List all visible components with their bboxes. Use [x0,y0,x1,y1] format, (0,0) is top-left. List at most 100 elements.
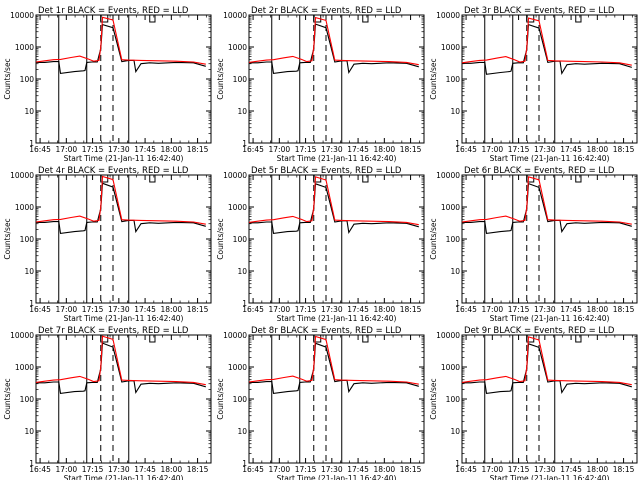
x-tick-label: 18:00 [161,465,183,474]
chart-panel: Det 6r BLACK = Events, RED = LLD 1 10 100 10… [429,166,638,323]
y-tick-label: 10000 [223,11,247,20]
y-axis-label: Counts/sec [3,378,12,419]
y-tick-label: 100 [446,395,461,404]
x-tick-label: 17:30 [321,145,343,154]
lld-series-line [248,335,419,385]
events-series-line [462,343,632,395]
panel-title: Det 2r BLACK = Events, RED = LLD [251,6,402,16]
x-tick-label: 17:00 [482,145,504,154]
y-tick-label: 100 [20,395,35,404]
lld-series-line [461,17,632,66]
chart-panel: Det 7r BLACK = Events, RED = LLD 1 10 100 10… [3,326,212,480]
events-series-line [462,182,632,235]
interval-bracket [149,335,156,343]
panel-title: Det 9r BLACK = Events, RED = LLD [464,326,615,336]
y-tick-label: 100 [446,235,461,244]
x-tick-label: 18:15 [187,305,209,314]
y-tick-label: 100 [233,235,248,244]
plot-frame [248,174,425,304]
events-series-line [249,183,419,235]
interval-bracket [362,175,369,183]
y-tick-label: 10000 [10,331,34,340]
plot-frame [35,14,212,144]
y-tick-label: 10 [237,267,247,276]
y-tick-label: 10 [24,107,34,116]
y-tick-label: 10000 [10,171,34,180]
y-tick-label: 100 [446,75,461,84]
x-axis-label: Start Time (21-Jan-11 16:42:40) [277,154,397,163]
x-axis-label: Start Time (21-Jan-11 16:42:40) [490,474,610,480]
x-axis-label: Start Time (21-Jan-11 16:42:40) [490,154,610,163]
x-tick-label: 17:15 [295,305,317,314]
x-tick-label: 17:00 [56,145,78,154]
y-tick-label: 100 [20,75,35,84]
y-axis-label: Counts/sec [3,218,12,259]
y-tick-label: 1 [242,139,247,148]
plot-frame [35,334,212,464]
y-tick-label: 1000 [441,203,460,212]
y-tick-label: 1 [455,299,460,308]
lld-series-line [248,176,419,226]
panel-title: Det 7r BLACK = Events, RED = LLD [38,326,189,336]
x-tick-label: 17:30 [108,145,130,154]
lld-series-line [248,16,419,66]
interval-bracket [149,175,156,183]
x-tick-label: 17:30 [108,465,130,474]
y-axis-label: Counts/sec [216,218,225,259]
y-axis-label: Counts/sec [429,58,438,99]
x-tick-label: 17:15 [82,145,104,154]
x-axis-label: Start Time (21-Jan-11 16:42:40) [490,314,610,323]
x-tick-label: 17:00 [269,465,291,474]
events-series-line [36,182,206,235]
chart-panel: Det 8r BLACK = Events, RED = LLD 1 10 100 10… [216,326,425,480]
plot-frame [248,334,425,464]
y-tick-label: 1000 [228,43,247,52]
x-tick-label: 17:00 [482,305,504,314]
x-tick-label: 18:00 [374,305,396,314]
events-series-line [249,23,419,75]
x-tick-label: 18:15 [400,305,422,314]
plot-frame [248,14,425,144]
events-series-line [36,342,206,395]
x-tick-label: 17:45 [347,145,369,154]
x-tick-label: 17:00 [56,465,78,474]
panel-title: Det 5r BLACK = Events, RED = LLD [251,166,402,176]
x-tick-label: 17:45 [560,145,582,154]
y-tick-label: 1 [455,139,460,148]
y-tick-label: 1 [29,139,34,148]
x-tick-label: 18:00 [161,145,183,154]
y-tick-label: 10 [24,427,34,436]
x-tick-label: 17:30 [321,465,343,474]
y-tick-label: 10000 [436,11,460,20]
plot-frame [35,174,212,304]
lld-series-line [35,16,206,65]
x-tick-label: 17:45 [560,305,582,314]
interval-bracket [526,15,535,23]
y-tick-label: 10 [24,267,34,276]
y-tick-label: 1 [242,459,247,468]
panel-title: Det 8r BLACK = Events, RED = LLD [251,326,402,336]
y-tick-label: 10000 [223,331,247,340]
interval-bracket [575,175,582,183]
chart-panel: Det 9r BLACK = Events, RED = LLD 1 10 100 10… [429,326,638,480]
x-axis-label: Start Time (21-Jan-11 16:42:40) [64,474,184,480]
interval-bracket [575,15,582,23]
x-tick-label: 17:45 [134,305,156,314]
y-tick-label: 100 [233,75,248,84]
x-tick-label: 17:45 [560,465,582,474]
x-tick-label: 18:15 [400,465,422,474]
x-axis-label: Start Time (21-Jan-11 16:42:40) [277,314,397,323]
lld-series-line [35,335,206,386]
y-tick-label: 10000 [10,11,34,20]
x-tick-label: 18:15 [613,305,635,314]
x-axis-label: Start Time (21-Jan-11 16:42:40) [64,154,184,163]
y-axis-label: Counts/sec [429,218,438,259]
y-axis-label: Counts/sec [3,58,12,99]
y-tick-label: 1000 [15,203,34,212]
y-tick-label: 1 [29,459,34,468]
x-tick-label: 18:00 [587,145,609,154]
interval-bracket [362,15,369,23]
interval-bracket [100,335,109,343]
x-tick-label: 17:15 [508,465,530,474]
x-tick-label: 18:15 [613,145,635,154]
